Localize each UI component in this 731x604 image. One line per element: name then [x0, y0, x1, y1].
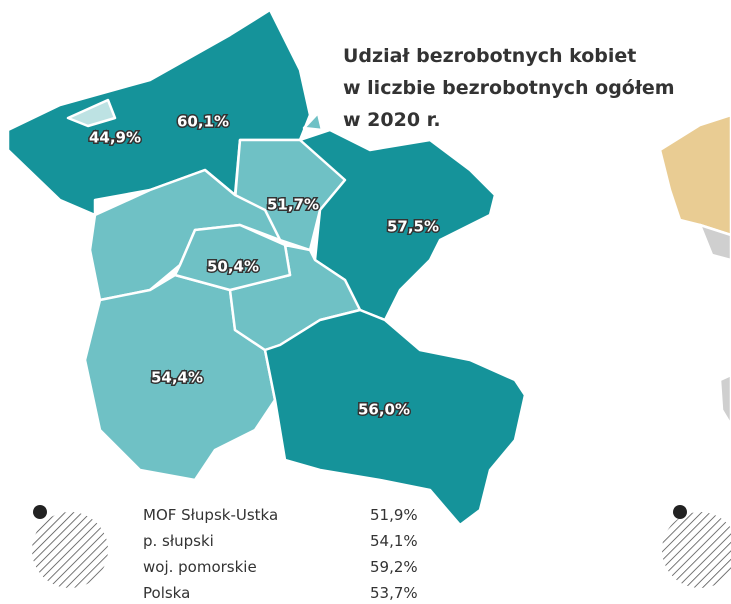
summary-name: p. słupski	[143, 532, 214, 550]
summary-value: 59,2%	[370, 558, 418, 576]
region	[263, 308, 527, 527]
summary-name: woj. pomorskie	[143, 558, 257, 576]
summary-value: 54,1%	[370, 532, 418, 550]
region-label: 60,1%	[177, 113, 229, 131]
locator-dot	[673, 505, 687, 519]
region-label: 50,4%	[207, 258, 259, 276]
locator-icon	[662, 512, 731, 588]
neighbor-map	[658, 113, 731, 237]
summary-name: MOF Słupsk-Ustka	[143, 506, 278, 524]
region-label: 51,7%	[267, 196, 319, 214]
neighbor-map-grey	[698, 223, 731, 262]
region-label: 44,9%	[89, 129, 141, 147]
title-line: Udział bezrobotnych kobiet	[343, 45, 636, 67]
region	[66, 98, 117, 128]
region-label: 56,0%	[358, 401, 410, 419]
locator-icon	[32, 512, 108, 588]
summary-value: 53,7%	[370, 584, 418, 602]
neighbor-map-grey	[718, 373, 731, 427]
region-label: 57,5%	[387, 218, 439, 236]
region-label: 54,4%	[151, 369, 203, 387]
locator-dot	[33, 505, 47, 519]
region	[302, 111, 324, 132]
summary-name: Polska	[143, 584, 190, 602]
region	[298, 128, 497, 322]
region	[173, 223, 292, 292]
summary-value: 51,9%	[370, 506, 418, 524]
title-line: w 2020 r.	[343, 109, 441, 131]
title-line: w liczbie bezrobotnych ogółem	[343, 77, 675, 99]
